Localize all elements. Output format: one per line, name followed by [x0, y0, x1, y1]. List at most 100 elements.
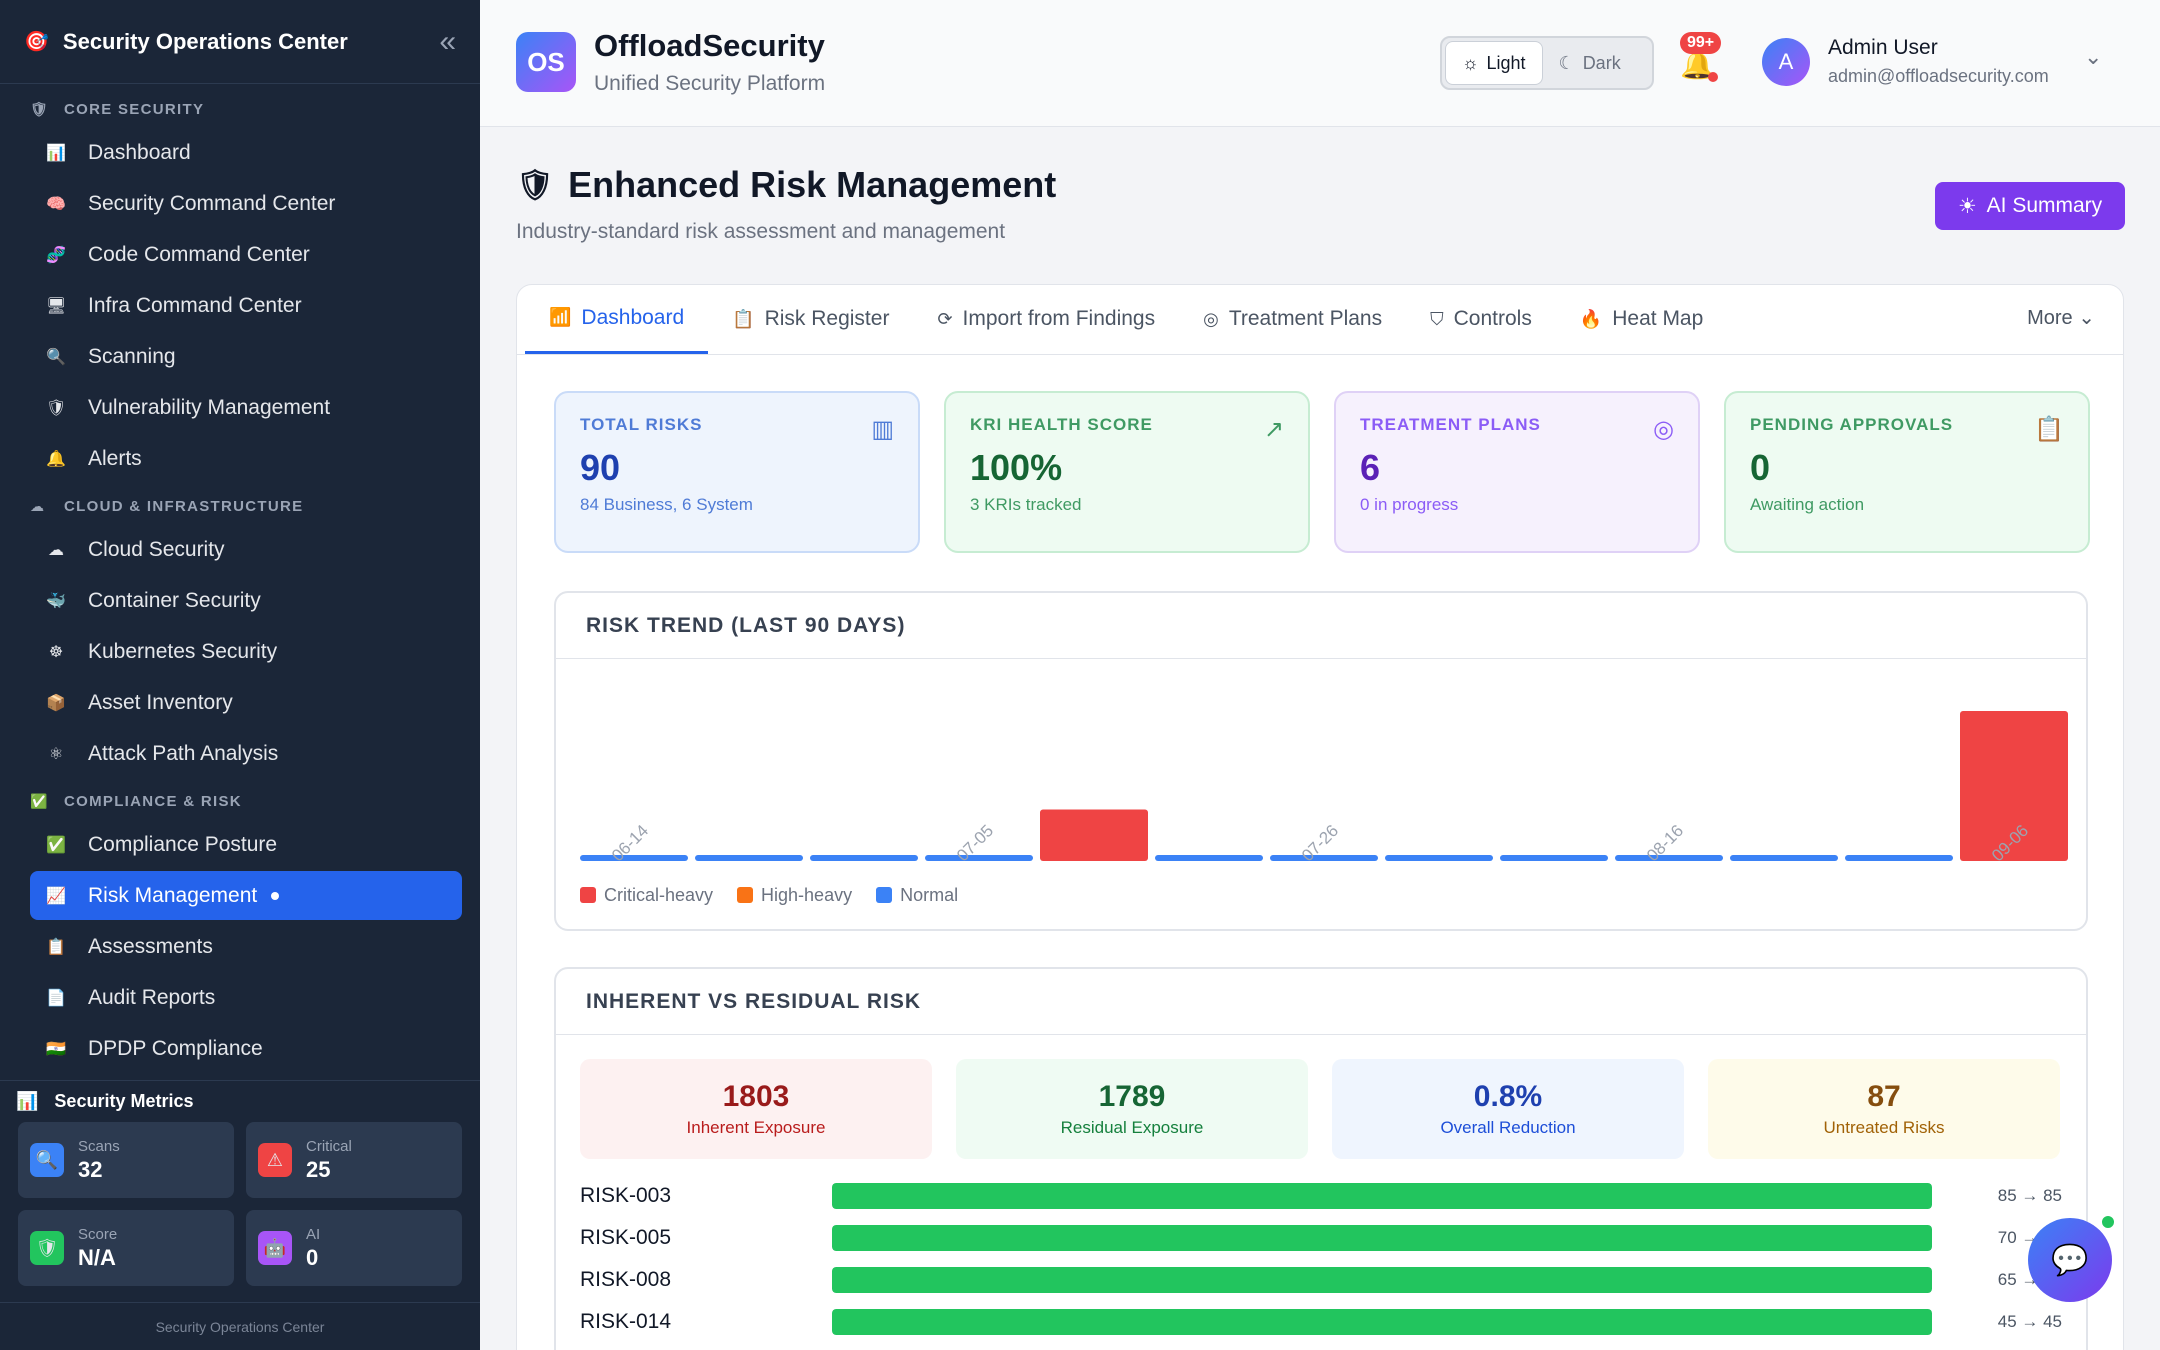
theme-light-button[interactable]: ☼ Light [1445, 41, 1543, 85]
inherent-exposure-box: 1803 Inherent Exposure [580, 1059, 932, 1159]
stat-total-risks[interactable]: TOTAL RISKS 90 84 Business, 6 System ▥ [554, 391, 920, 553]
tab-dashboard[interactable]: 📶 Dashboard [525, 284, 709, 354]
sidebar-item-label: Security Command Center [88, 191, 336, 215]
trend-bar[interactable] [925, 855, 1033, 861]
stat-treatment-plans[interactable]: TREATMENT PLANS 6 0 in progress ◎ [1334, 391, 1700, 553]
tab-controls[interactable]: ⛉ Controls [1430, 307, 1532, 330]
residual-exposure-box: 1789 Residual Exposure [956, 1059, 1308, 1159]
stat-pending-approvals[interactable]: PENDING APPROVALS 0 Awaiting action 📋 [1724, 391, 2090, 553]
sidebar-item-label: Compliance Posture [88, 832, 278, 856]
sidebar-item-compliance-posture[interactable]: ✅ Compliance Posture [30, 820, 462, 869]
sidebar-header: 🎯 Security Operations Center « [0, 0, 480, 84]
sidebar-nav[interactable]: 🛡 CORE SECURITY 📊 Dashboard 🧠 Security Comm… [0, 86, 480, 1078]
trend-bar[interactable] [580, 855, 688, 861]
target-icon: ◎ [1653, 416, 1674, 443]
risk-row[interactable]: RISK-014 45 → 45 [580, 1309, 2062, 1335]
sidebar-item-code-command-center[interactable]: 🧬 Code Command Center [30, 230, 462, 279]
sidebar-item-infra-command-center[interactable]: 🖥 Infra Command Center [30, 281, 462, 330]
section-compliance-risk: ✅ COMPLIANCE & RISK [30, 793, 242, 810]
sidebar-item-kubernetes-security[interactable]: ☸ Kubernetes Security [30, 627, 462, 676]
robot-icon: 🤖 [258, 1231, 292, 1265]
tab-treatment-plans[interactable]: ◎ Treatment Plans [1203, 307, 1383, 330]
brand-logo[interactable]: OS [516, 32, 576, 92]
sidebar-item-security-command-center[interactable]: 🧠 Security Command Center [30, 179, 462, 228]
sidebar-item-attack-path-analysis[interactable]: ⚛ Attack Path Analysis [30, 729, 462, 778]
sidebar-item-cloud-security[interactable]: ☁ Cloud Security [30, 525, 462, 574]
ai-summary-button[interactable]: ☀ AI Summary [1935, 182, 2125, 230]
risk-rows: RISK-003 85 → 85 RISK-005 70 → 70 RISK-008… [556, 1159, 2086, 1343]
stat-kri-health-score[interactable]: KRI HEALTH SCORE 100% 3 KRIs tracked ↗ [944, 391, 1310, 553]
chart-icon: 📊 [46, 144, 66, 162]
sidebar-item-label: Assessments [88, 934, 213, 958]
sidebar-item-label: Alerts [88, 446, 142, 470]
sidebar-item-label: Infra Command Center [88, 293, 302, 317]
metric-scans[interactable]: 🔍 Scans 32 [18, 1122, 234, 1198]
trend-bar[interactable] [1730, 855, 1838, 861]
risk-bar [832, 1225, 1932, 1251]
untreated-risks-box: 87 Untreated Risks [1708, 1059, 2060, 1159]
sidebar-item-risk-management[interactable]: 📈 Risk Management [30, 871, 462, 920]
cloud-icon: ☁ [48, 541, 64, 559]
shield-check-icon: 🛡 [516, 168, 555, 202]
check-icon: ✅ [30, 793, 49, 809]
sidebar-item-label: Kubernetes Security [88, 639, 278, 663]
trend-bar[interactable] [1040, 809, 1148, 861]
sidebar-footer: Security Operations Center [0, 1302, 480, 1350]
trend-bar[interactable] [1155, 855, 1263, 861]
legend-critical-heavy: Critical-heavy [580, 885, 713, 906]
risk-row[interactable]: RISK-005 70 → 70 [580, 1225, 2062, 1251]
chat-icon[interactable]: 💬 [2028, 1218, 2112, 1302]
trending-up-icon: ↗ [1263, 416, 1284, 443]
sidebar-item-dashboard[interactable]: 📊 Dashboard [30, 128, 462, 177]
sidebar-item-label: Cloud Security [88, 537, 225, 561]
refresh-icon: ⟳ [937, 308, 953, 329]
sidebar-item-dpdp-compliance[interactable]: 🇮🇳 DPDP Compliance [30, 1024, 462, 1073]
user-name[interactable]: Admin User [1828, 36, 1938, 59]
sidebar-item-audit-reports[interactable]: 📄 Audit Reports [30, 973, 462, 1022]
risk-row[interactable]: RISK-003 85 → 85 [580, 1183, 2062, 1209]
shield-icon: 🛡 [30, 1231, 64, 1265]
sidebar-item-label: Dashboard [88, 140, 191, 164]
tab-heat-map[interactable]: 🔥 Heat Map [1579, 307, 1704, 330]
sidebar-item-vulnerability-management[interactable]: 🛡 Vulnerability Management [30, 383, 462, 432]
chevron-down-icon[interactable]: ⌄ [2084, 44, 2103, 69]
sidebar-item-container-security[interactable]: 🐳 Container Security [30, 576, 462, 625]
sidebar-item-assessments[interactable]: 📋 Assessments [30, 922, 462, 971]
sidebar-item-label: Audit Reports [88, 985, 216, 1009]
cloud-icon: ☁ [30, 498, 46, 514]
metric-score[interactable]: 🛡 Score N/A [18, 1210, 234, 1286]
risk-bar-track [832, 1309, 1932, 1335]
avatar[interactable]: A [1762, 38, 1810, 86]
trend-bar[interactable] [695, 855, 803, 861]
tab-import-from-findings[interactable]: ⟳ Import from Findings [937, 307, 1156, 330]
clipboard-icon: 📋 [732, 308, 755, 329]
risk-trend-chart: 06-14 07-05 07-26 08-16 09-06 [580, 711, 2068, 865]
sidebar-item-scanning[interactable]: 🔍 Scanning [30, 332, 462, 381]
trend-bar[interactable] [1270, 855, 1378, 861]
trend-bar[interactable] [1960, 711, 2068, 861]
metric-critical[interactable]: ⚠ Critical 25 [246, 1122, 462, 1198]
trend-bar[interactable] [810, 855, 918, 861]
sidebar-item-asset-inventory[interactable]: 📦 Asset Inventory [30, 678, 462, 727]
risk-row[interactable]: RISK-008 65 → 65 [580, 1267, 2062, 1293]
overall-reduction-box: 0.8% Overall Reduction [1332, 1059, 1684, 1159]
tab-risk-register[interactable]: 📋 Risk Register [732, 307, 890, 330]
metric-ai[interactable]: 🤖 AI 0 [246, 1210, 462, 1286]
online-status-dot [2100, 1214, 2116, 1230]
more-menu-button[interactable]: More ⌄ [2027, 307, 2095, 329]
sidebar-item-label: Container Security [88, 588, 261, 612]
sidebar-item-alerts[interactable]: 🔔 Alerts [30, 434, 462, 483]
trend-chart-icon: 📈 [46, 887, 66, 905]
trend-bar[interactable] [1845, 855, 1953, 861]
shield-icon: ⛉ [1430, 308, 1444, 329]
main-panel: 📶 Dashboard 📋 Risk Register ⟳ Import from F… [516, 284, 2124, 1350]
theme-dark-button[interactable]: ☾ Dark [1558, 52, 1621, 73]
trend-bar[interactable] [1500, 855, 1608, 861]
notification-badge: 99+ [1680, 32, 1722, 54]
trend-bar[interactable] [1385, 855, 1493, 861]
sidebar-item-label: Code Command Center [88, 242, 310, 266]
collapse-sidebar-icon[interactable]: « [439, 24, 456, 58]
atom-icon: ⚛ [48, 745, 64, 763]
risk-trend-title: RISK TREND (LAST 90 DAYS) [556, 593, 2086, 659]
trend-bar[interactable] [1615, 855, 1723, 861]
